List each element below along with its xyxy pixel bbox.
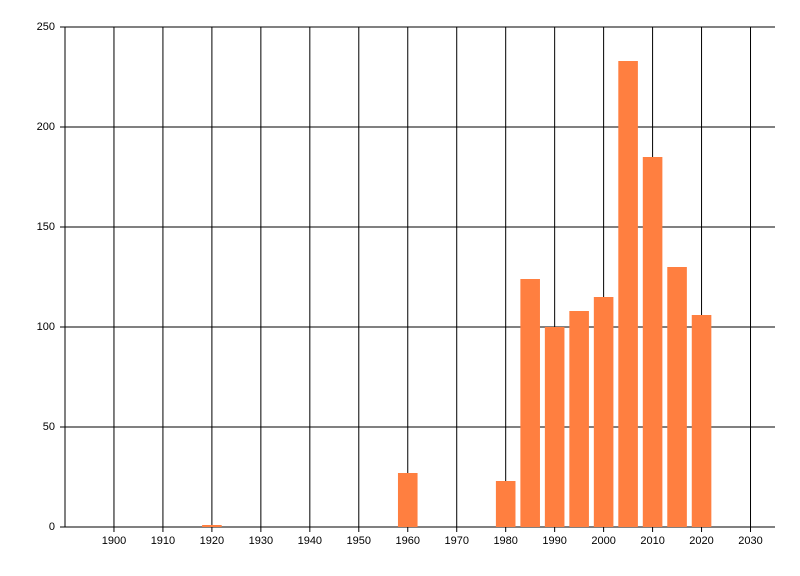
bar — [593, 297, 614, 527]
x-tick-label: 2000 — [591, 535, 615, 547]
bar — [618, 61, 638, 527]
x-tick-label: 2020 — [689, 535, 713, 547]
y-tick-label: 250 — [37, 21, 55, 33]
y-tick-label: 50 — [43, 421, 55, 433]
x-tick-label: 1980 — [493, 535, 517, 547]
y-tick-label: 150 — [37, 221, 55, 233]
x-tick-label: 1900 — [102, 535, 126, 547]
x-tick-label: 1970 — [444, 535, 468, 547]
bar — [642, 157, 663, 527]
x-tick-label: 1990 — [542, 535, 566, 547]
x-tick-label: 1910 — [151, 535, 175, 547]
x-tick-label: 1960 — [396, 535, 420, 547]
x-tick-label: 2030 — [738, 535, 762, 547]
bar — [202, 525, 222, 527]
x-tick-label: 1950 — [347, 535, 371, 547]
x-tick-label: 1940 — [298, 535, 322, 547]
y-tick-label: 0 — [49, 521, 55, 533]
bar — [691, 315, 712, 527]
x-tick-label: 1920 — [200, 535, 224, 547]
y-tick-label: 100 — [37, 321, 55, 333]
bar — [569, 311, 589, 527]
bar — [495, 481, 516, 527]
x-tick-label: 1930 — [249, 535, 273, 547]
x-tick-label: 2010 — [640, 535, 664, 547]
bar — [520, 279, 540, 527]
bar — [544, 327, 565, 527]
bar — [397, 473, 418, 527]
bar — [667, 267, 687, 527]
y-tick-label: 200 — [37, 121, 55, 133]
